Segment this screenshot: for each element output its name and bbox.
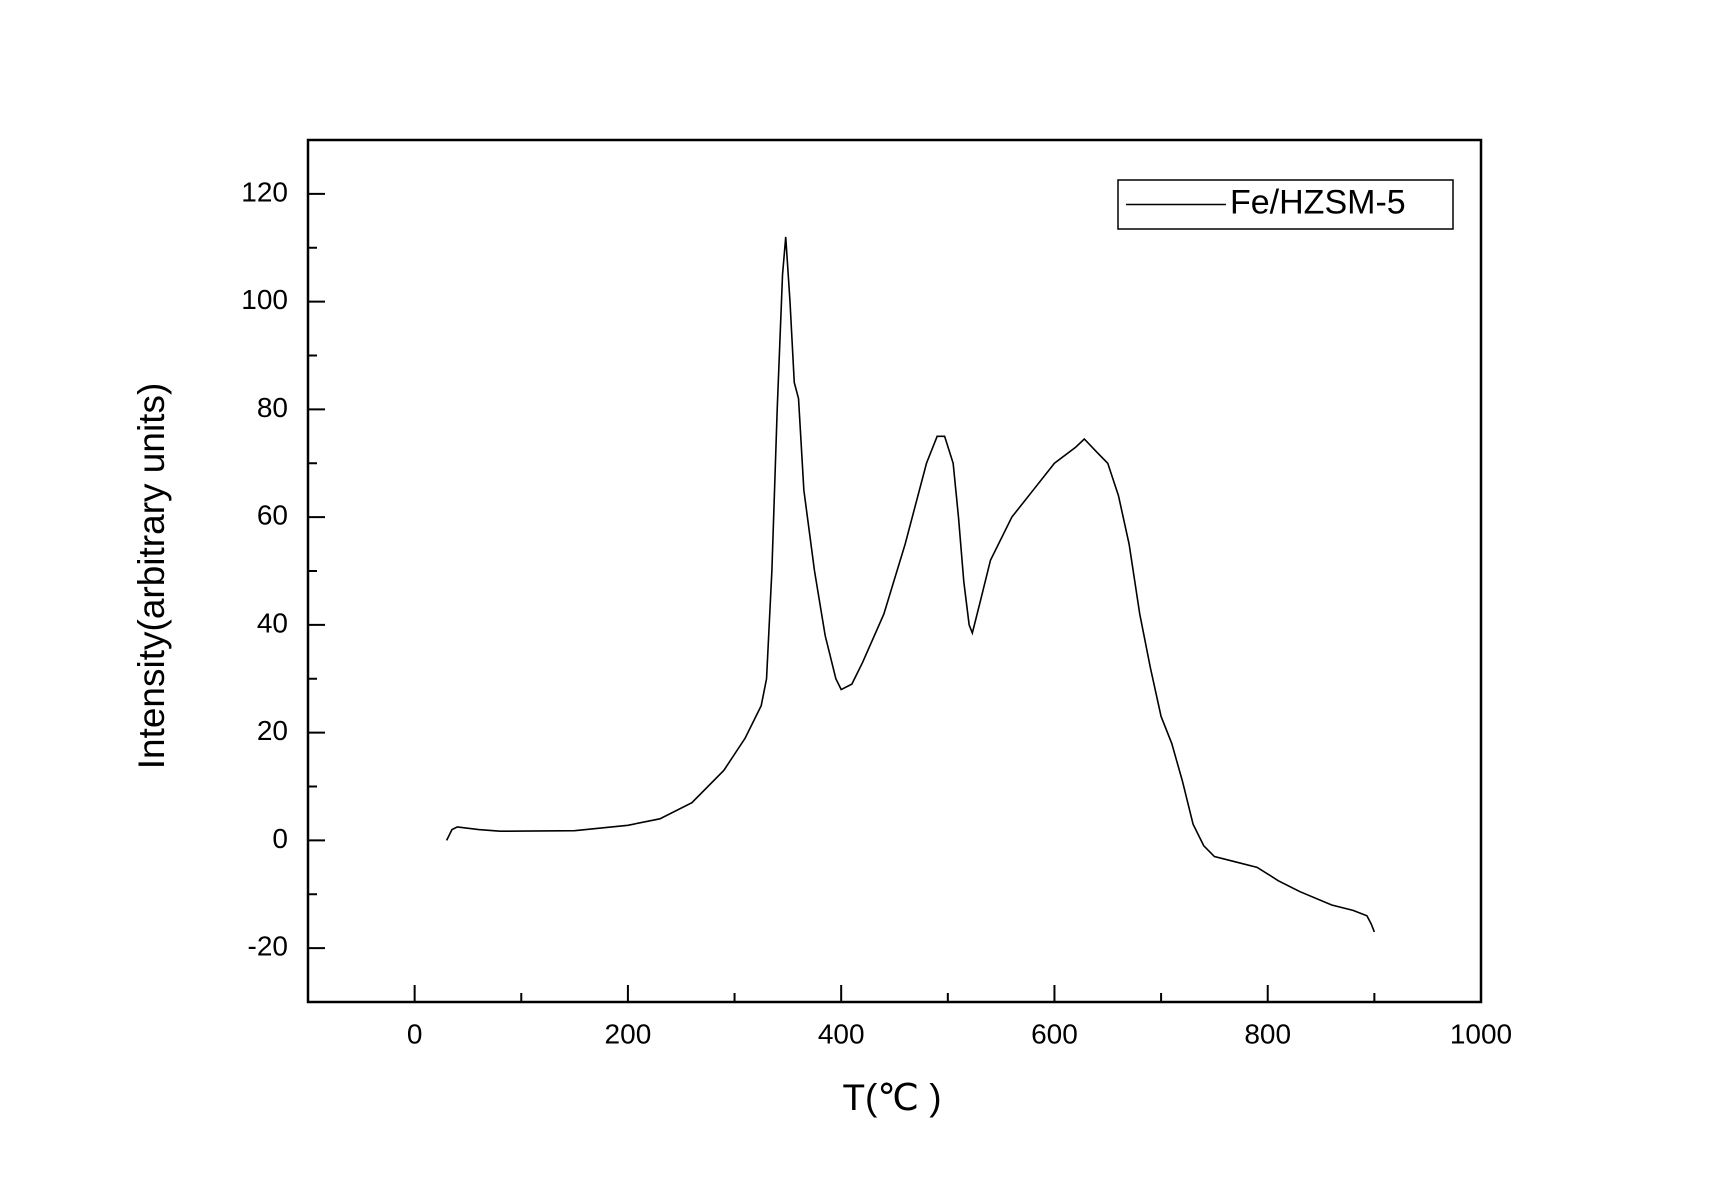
y-tick-label: 100 [241,284,288,315]
x-tick-label: 200 [605,1018,652,1049]
y-tick-label: 40 [257,607,288,638]
x-tick-label: 400 [818,1018,865,1049]
legend-label: Fe/HZSM-5 [1230,183,1406,221]
y-tick-label: 80 [257,392,288,423]
data-line [445,236,1376,933]
x-tick-label: 800 [1244,1018,1291,1049]
y-tick-label: 120 [241,176,288,207]
y-tick-label: 0 [272,823,288,854]
x-tick-label: 600 [1031,1018,1078,1049]
y-tick-label: 20 [257,715,288,746]
x-tick-label: 1000 [1450,1018,1512,1049]
x-tick-label: 0 [407,1018,423,1049]
y-axis-label: Intensity(arbitrary units) [131,383,172,770]
plot-frame [306,138,1483,1004]
y-tick-label: 60 [257,500,288,531]
y-tick-label: -20 [248,931,288,962]
x-axis-label: T(℃ ) [842,1077,941,1118]
